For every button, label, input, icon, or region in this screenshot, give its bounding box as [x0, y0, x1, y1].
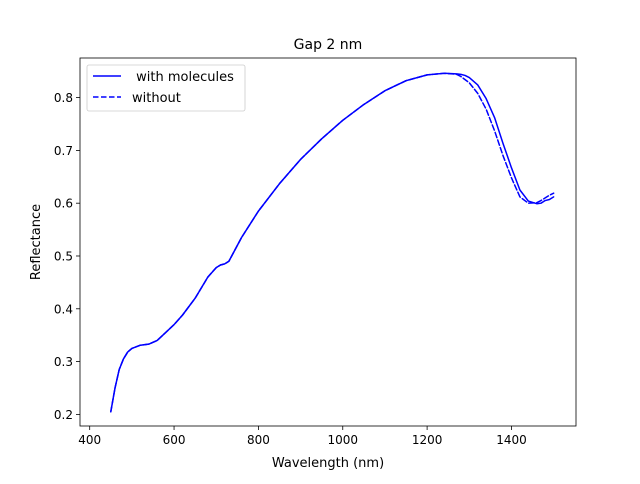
x-tick-label: 1000	[327, 433, 358, 447]
x-tick-label: 800	[247, 433, 270, 447]
y-tick-label: 0.2	[54, 408, 73, 422]
legend-box	[86, 64, 246, 112]
x-tick-label: 1200	[412, 433, 443, 447]
x-tick-label: 400	[78, 433, 101, 447]
y-tick-label: 0.4	[54, 302, 73, 316]
legend: with molecules without	[86, 64, 246, 112]
y-axis-label: Reflectance	[29, 204, 44, 280]
x-axis-label: Wavelength (nm)	[272, 456, 384, 471]
y-axis: 0.2 0.3 0.4 0.5 0.6 0.7 0.8	[54, 91, 80, 422]
x-tick-label: 1400	[496, 433, 527, 447]
chart-title: Gap 2 nm	[294, 37, 363, 53]
x-axis: 400 600 800 1000 1200 1400	[78, 426, 527, 447]
y-tick-label: 0.7	[54, 144, 73, 158]
legend-label-with-molecules: with molecules	[132, 70, 234, 85]
legend-label-without: without	[132, 91, 181, 106]
plot-lines	[110, 72, 555, 413]
x-tick-label: 600	[163, 433, 186, 447]
series-line-without	[110, 72, 555, 413]
y-tick-label: 0.5	[54, 249, 73, 263]
plot-frame	[79, 57, 577, 427]
y-tick-label: 0.3	[54, 355, 73, 369]
y-tick-label: 0.8	[54, 91, 73, 105]
y-tick-label: 0.6	[54, 197, 73, 211]
